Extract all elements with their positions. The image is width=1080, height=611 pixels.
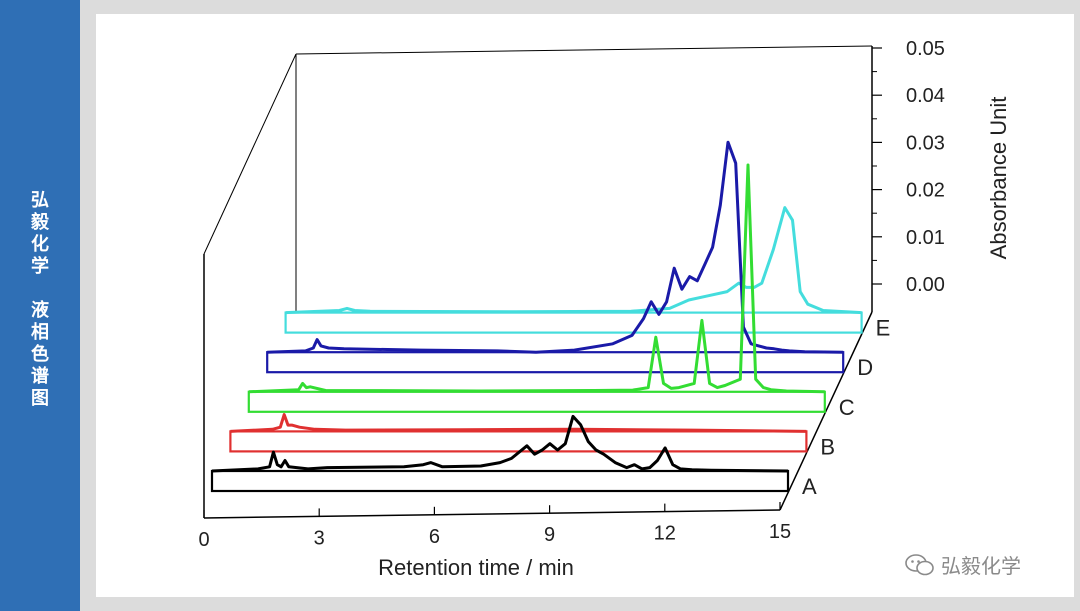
right-oblique-edge <box>779 311 873 511</box>
y-tick-label: 0.03 <box>906 132 945 154</box>
x-tick-label: 6 <box>429 526 440 548</box>
y-tick-label: 0.04 <box>906 85 945 107</box>
x-tick-label: 3 <box>314 527 325 549</box>
x-tick-label: 15 <box>769 521 791 543</box>
x-tick-label: 9 <box>544 524 555 546</box>
series-label-C: C <box>839 395 855 420</box>
y-tick-label: 0.05 <box>906 38 945 60</box>
trace-D <box>267 140 844 354</box>
x-axis-label: Retention time / min <box>378 555 574 580</box>
y-axis-label: Absorbance Unit <box>986 97 1011 260</box>
x-tick-label: 0 <box>198 529 209 551</box>
y-ticks: 0.00 0.01 0.02 0.03 0.04 0.05 <box>872 38 945 296</box>
ribbon-E <box>284 311 863 334</box>
watermark: 弘毅化学 <box>905 550 1021 579</box>
ribbon-C <box>247 390 826 413</box>
y-tick-label: 0.01 <box>906 227 945 249</box>
series-label-D: D <box>857 355 873 380</box>
watermark-text: 弘毅化学 <box>941 554 1021 578</box>
series-label-B: B <box>820 434 835 459</box>
trace-E <box>285 206 862 315</box>
trace-C <box>248 163 825 394</box>
sidebar-subtitle: 液相色谱图 <box>31 300 49 409</box>
back-top-edge <box>295 45 873 55</box>
wechat-icon <box>905 553 934 575</box>
sidebar-title: 弘毅化学 <box>31 190 49 277</box>
trace-B <box>230 413 807 433</box>
series-label-E: E <box>876 316 891 341</box>
y-tick-label: 0.02 <box>906 180 945 202</box>
x-tick-label: 12 <box>654 523 676 545</box>
ribbon-B <box>229 430 808 453</box>
sidebar: 弘毅化学 液相色谱图 <box>0 0 80 611</box>
sidebar-text: 弘毅化学 液相色谱图 <box>28 190 52 410</box>
trace-A <box>211 414 789 473</box>
chart-canvas <box>96 14 1074 597</box>
chart-box <box>203 45 873 519</box>
left-oblique-edge <box>203 53 297 255</box>
y-tick-label: 0.00 <box>906 274 945 296</box>
x-ticks: 0 3 6 9 12 15 <box>198 502 791 551</box>
series-label-A: A <box>802 474 817 499</box>
ribbons <box>210 140 863 493</box>
front-x-axis <box>203 509 781 519</box>
ribbon-A <box>210 469 790 493</box>
